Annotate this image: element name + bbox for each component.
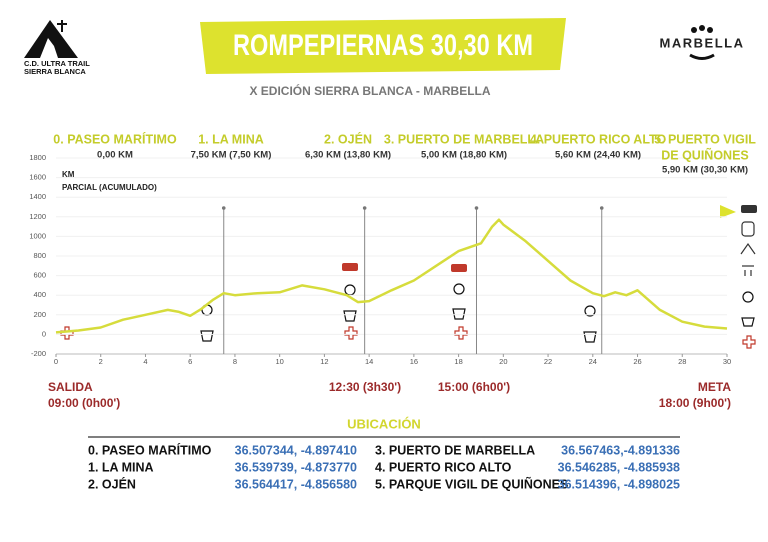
location-name: 4. PUERTO RICO ALTO — [375, 460, 512, 474]
station-name: DE QUIÑONES — [661, 147, 749, 162]
location-coords: 36.567463,-4.891336 — [561, 443, 680, 457]
start-time: 09:00 (0h00') — [48, 396, 120, 410]
club-logo — [24, 20, 78, 58]
station-distance: 6,30 KM (13,80 KM) — [305, 150, 391, 161]
x-tick-label: 10 — [275, 357, 283, 366]
x-tick-label: 16 — [410, 357, 418, 366]
station-distance: 5,90 KM (30,30 KM) — [662, 165, 748, 176]
y-tick-label: 1800 — [29, 153, 46, 162]
location-coords: 36.539739, -4.873770 — [235, 460, 357, 474]
sponsor-logo — [689, 25, 715, 60]
station-dot — [599, 206, 604, 210]
y-label: KM — [62, 170, 75, 179]
location-name: 3. PUERTO DE MARBELLA — [375, 443, 535, 457]
finish-time: 18:00 (9h00') — [659, 396, 731, 410]
x-tick-label: 6 — [188, 357, 192, 366]
station-dot — [362, 206, 367, 210]
x-tick-label: 20 — [499, 357, 507, 366]
subtitle: X EDICIÓN SIERRA BLANCA - MARBELLA — [249, 83, 490, 98]
x-tick-label: 4 — [143, 357, 147, 366]
gear-icons — [740, 221, 756, 276]
cutoff-time: 15:00 (6h00') — [438, 380, 510, 394]
x-tick-label: 26 — [633, 357, 641, 366]
x-tick-label: 14 — [365, 357, 373, 366]
y-tick-label: -200 — [31, 349, 46, 358]
station-name: 5. PUERTO VIGIL — [654, 132, 756, 146]
location-name: 5. PARQUE VIGIL DE QUIÑONES — [375, 476, 568, 491]
y-tick-label: 200 — [33, 310, 46, 319]
station-distance: 7,50 KM (7,50 KM) — [191, 150, 272, 161]
title-banner — [200, 18, 566, 74]
y-tick-label: 1400 — [29, 192, 46, 201]
station-name: 1. LA MINA — [198, 132, 264, 146]
club-name: SIERRA BLANCA — [24, 67, 86, 76]
y-sublabel: PARCIAL (ACUMULADO) — [62, 183, 157, 192]
station-dot — [474, 206, 479, 210]
station-distance: 5,00 KM (18,80 KM) — [421, 150, 507, 161]
x-tick-label: 0 — [54, 357, 58, 366]
station-dot — [221, 206, 226, 210]
x-tick-label: 24 — [589, 357, 597, 366]
y-tick-label: 1000 — [29, 231, 46, 240]
y-tick-label: 1200 — [29, 212, 46, 221]
location-name: 1. LA MINA — [88, 460, 154, 474]
y-tick-label: 400 — [33, 290, 46, 299]
station-name: 2. OJÉN — [324, 131, 372, 146]
location-name: 0. PASEO MARÍTIMO — [88, 442, 212, 457]
sponsor-name: MARBELLA — [660, 35, 745, 50]
x-tick-label: 28 — [678, 357, 686, 366]
y-tick-label: 800 — [33, 251, 46, 260]
location-coords: 36.507344, -4.897410 — [235, 443, 357, 457]
start-label: SALIDA — [48, 380, 93, 394]
food-water-icons — [200, 283, 755, 343]
station-distance: 0,00 KM — [97, 150, 133, 161]
station-name: 0. PASEO MARÍTIMO — [53, 131, 177, 146]
station-distance: 5,60 KM (24,40 KM) — [555, 150, 641, 161]
location-coords: 36.564417, -4.856580 — [235, 477, 357, 491]
x-tick-label: 30 — [723, 357, 731, 366]
y-tick-label: 0 — [42, 329, 46, 338]
y-tick-label: 1600 — [29, 173, 46, 182]
x-tick-label: 12 — [320, 357, 328, 366]
finish-label: META — [698, 380, 731, 394]
x-tick-label: 22 — [544, 357, 552, 366]
station-name: 3. PUERTO DE MARBELLA — [384, 132, 544, 146]
x-tick-label: 8 — [233, 357, 237, 366]
club-name: C.D. ULTRA TRAIL — [24, 59, 90, 68]
elevation-line — [55, 218, 728, 334]
location-coords: 36.514396, -4.898025 — [558, 477, 680, 491]
x-tick-label: 18 — [454, 357, 462, 366]
location-coords: 36.546285, -4.885938 — [558, 460, 680, 474]
bus-icons — [342, 205, 757, 272]
station-name: 4. PUERTO RICO ALTO — [530, 132, 667, 146]
cutoff-time: 12:30 (3h30') — [329, 380, 401, 394]
location-title: UBICACIÓN — [347, 416, 421, 431]
title: ROMPEPIERNAS 30,30 KM — [233, 29, 533, 62]
x-tick-label: 2 — [99, 357, 103, 366]
first-aid-icons — [60, 326, 756, 349]
y-tick-label: 600 — [33, 271, 46, 280]
finish-flag — [720, 205, 736, 218]
location-name: 2. OJÉN — [88, 476, 136, 491]
